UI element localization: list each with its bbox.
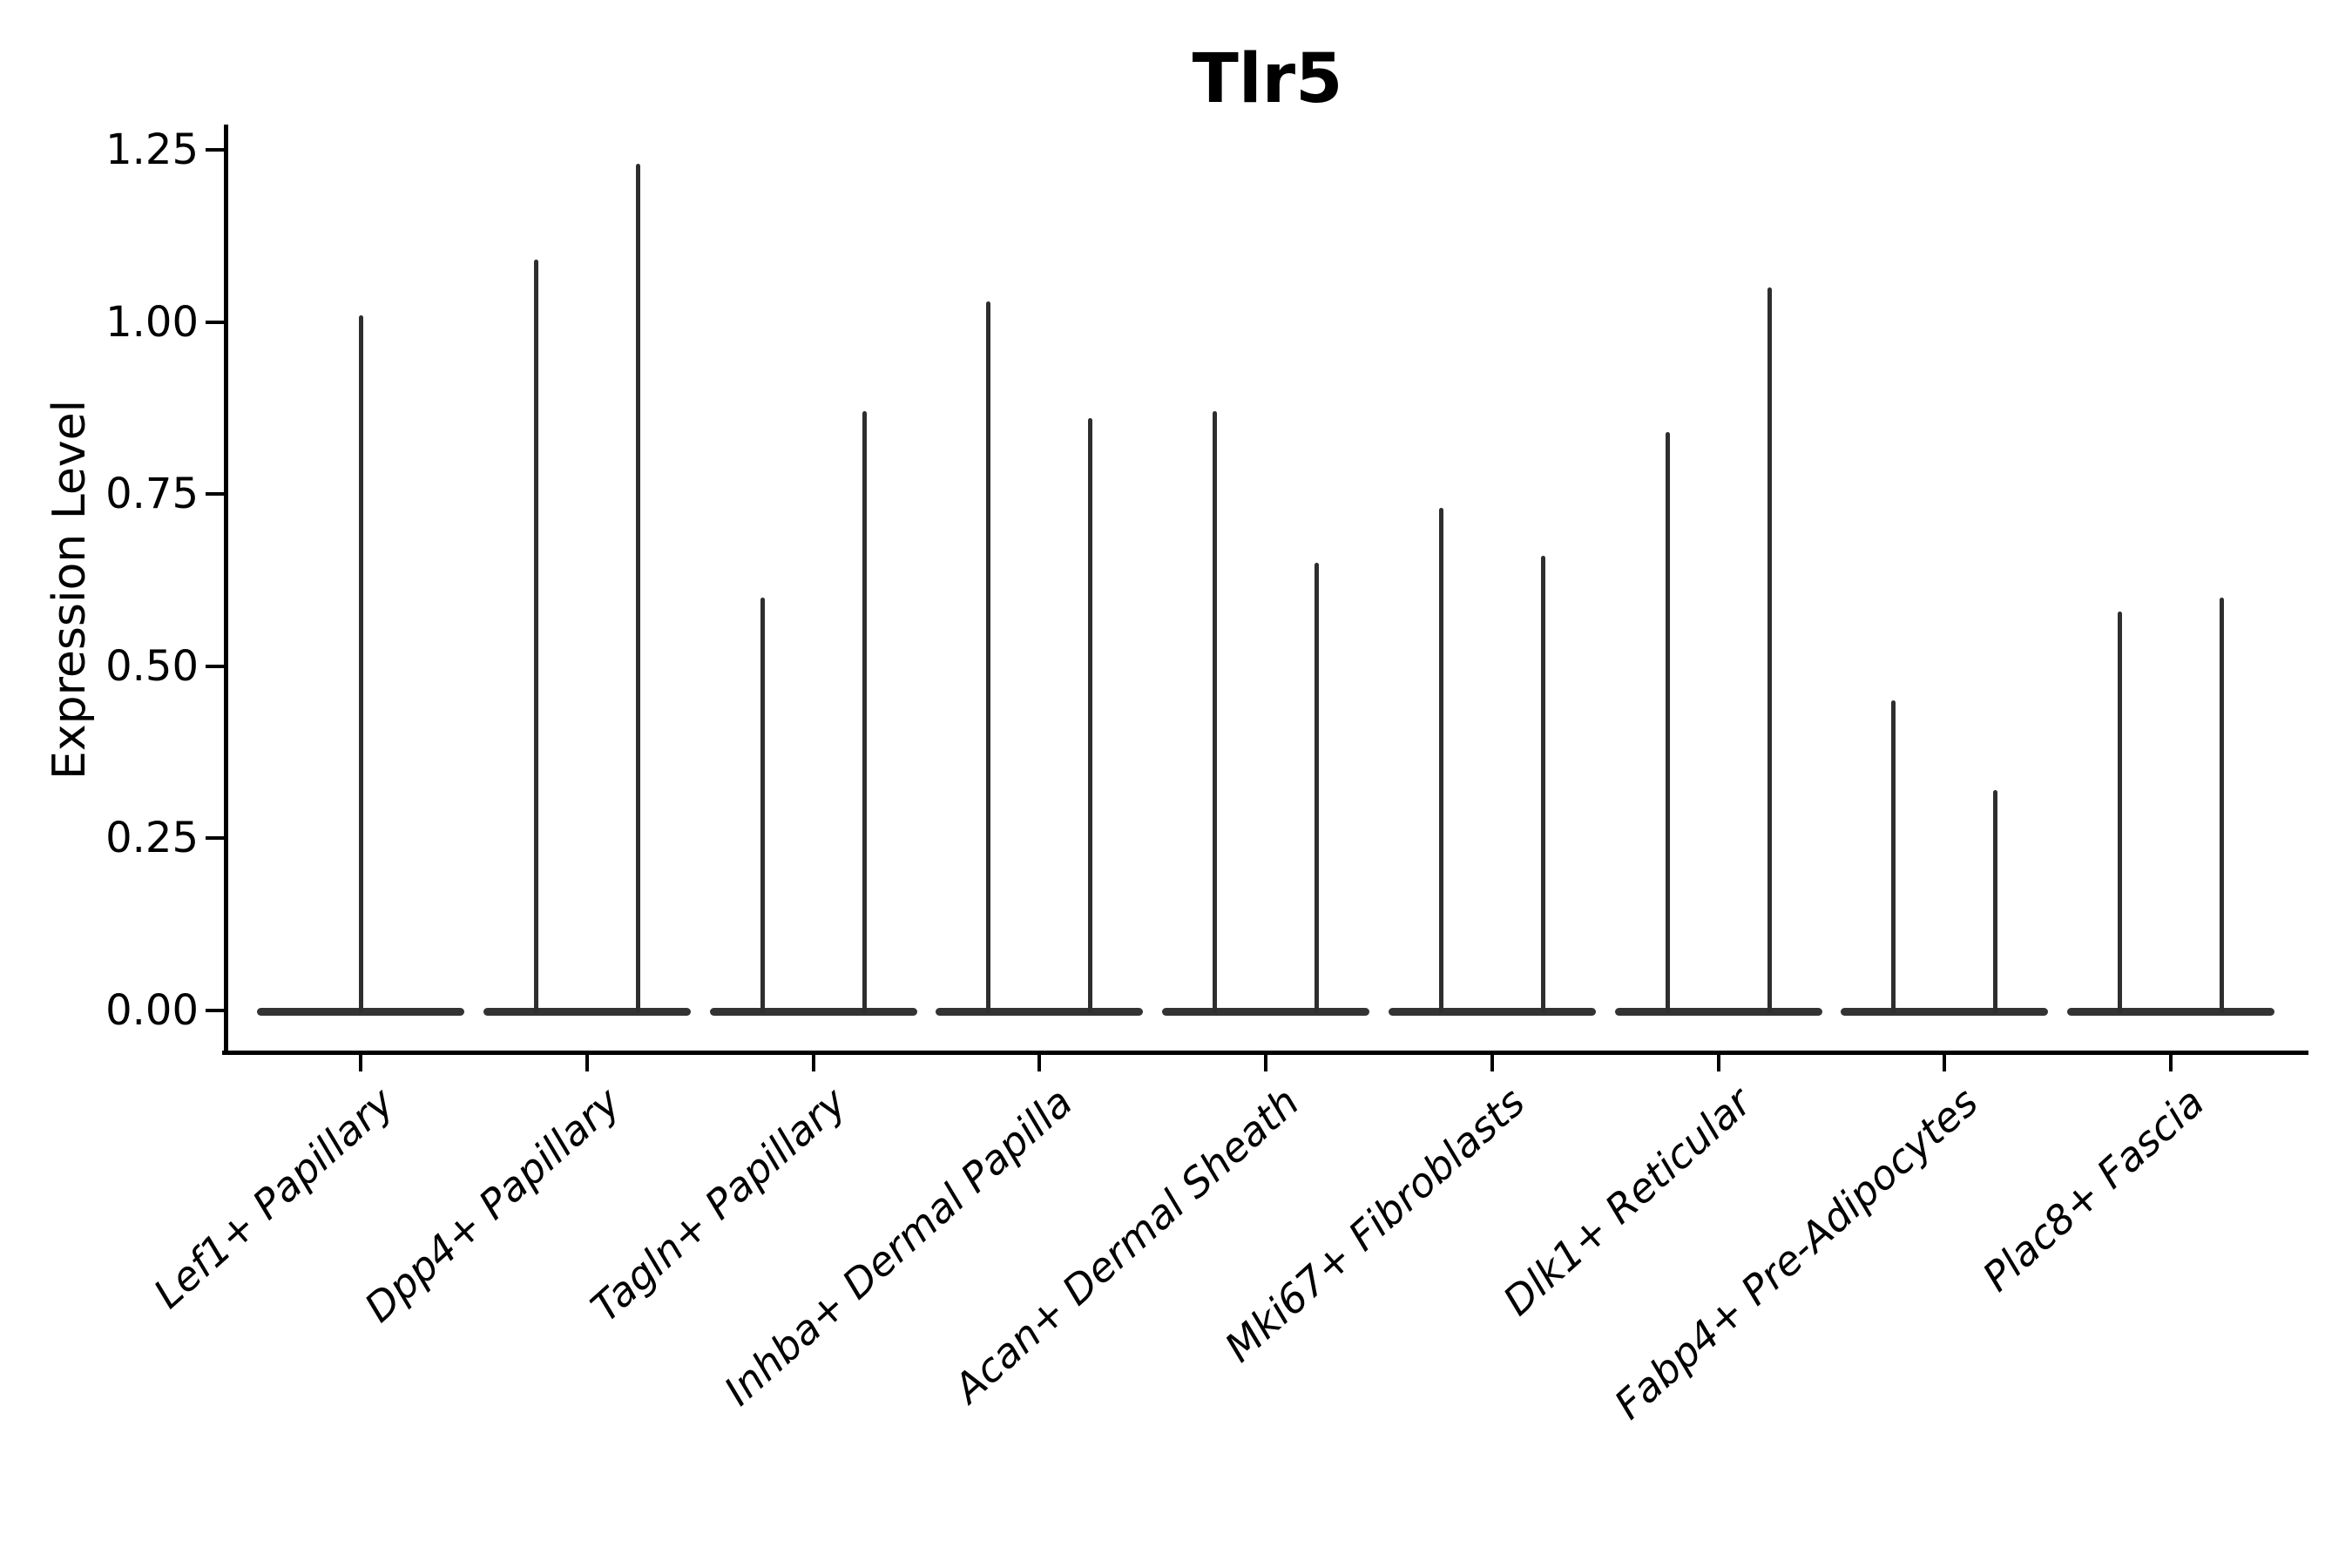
y-tick	[206, 148, 225, 152]
x-tick	[585, 1053, 589, 1071]
violin-body	[2067, 1008, 2274, 1016]
violin-max-spike	[358, 314, 363, 1013]
violin-body	[483, 1008, 691, 1016]
violin-max-spike	[986, 301, 991, 1013]
chart-title: Tlr5	[1192, 40, 1343, 118]
violin-max-spike	[1767, 287, 1772, 1013]
y-tick	[206, 320, 225, 324]
violin-max-spike	[1315, 563, 1319, 1013]
violin-max-spike	[1438, 508, 1443, 1013]
y-tick-label: 0.50	[105, 641, 199, 691]
violin-max-spike	[1665, 432, 1670, 1013]
x-tick	[1037, 1053, 1042, 1071]
x-tick-label: Fabp4+ Pre-Adipocytes	[1605, 1078, 1987, 1429]
violin-max-spike	[1213, 411, 1217, 1013]
violin-max-spike	[1540, 556, 1545, 1013]
x-tick-label: Lef1+ Papillary	[144, 1078, 403, 1318]
y-tick-label: 0.00	[105, 986, 199, 1035]
y-tick-label: 0.25	[105, 814, 199, 863]
y-tick	[206, 664, 225, 668]
y-tick-label: 0.75	[105, 470, 199, 519]
violin-body	[1162, 1008, 1369, 1016]
violin-max-spike	[2220, 597, 2224, 1013]
x-tick	[1716, 1053, 1720, 1071]
violin-max-spike	[1891, 700, 1896, 1013]
y-axis-label: Expression Level	[44, 399, 96, 781]
x-tick	[2169, 1053, 2173, 1071]
violin-body	[1388, 1008, 1596, 1016]
x-tick	[359, 1053, 362, 1071]
y-tick-label: 1.00	[105, 297, 199, 347]
violin-max-spike	[1993, 790, 1998, 1013]
y-tick	[206, 1009, 225, 1012]
x-axis-spine	[222, 1051, 2308, 1055]
x-tick	[811, 1053, 815, 1071]
y-tick	[206, 492, 225, 497]
x-tick	[1490, 1053, 1494, 1071]
x-tick	[1264, 1053, 1267, 1071]
y-tick-label: 1.25	[105, 125, 199, 174]
violin-max-spike	[2118, 611, 2122, 1013]
x-tick-label: Plac8+ Fascia	[1973, 1078, 2213, 1301]
violin-max-spike	[862, 411, 867, 1013]
x-tick-label: Dlk1+ Reticular	[1493, 1078, 1761, 1325]
violin-body	[1841, 1008, 2049, 1016]
violin-body	[936, 1008, 1144, 1016]
violin-max-spike	[760, 597, 765, 1013]
x-tick	[1943, 1053, 1947, 1071]
y-tick	[206, 836, 225, 841]
violin-max-spike	[533, 260, 538, 1013]
violin-max-spike	[1088, 418, 1093, 1013]
violin-max-spike	[635, 163, 640, 1013]
y-axis-spine	[224, 125, 228, 1055]
violin-body	[1614, 1008, 1822, 1016]
violin-body	[709, 1008, 917, 1016]
